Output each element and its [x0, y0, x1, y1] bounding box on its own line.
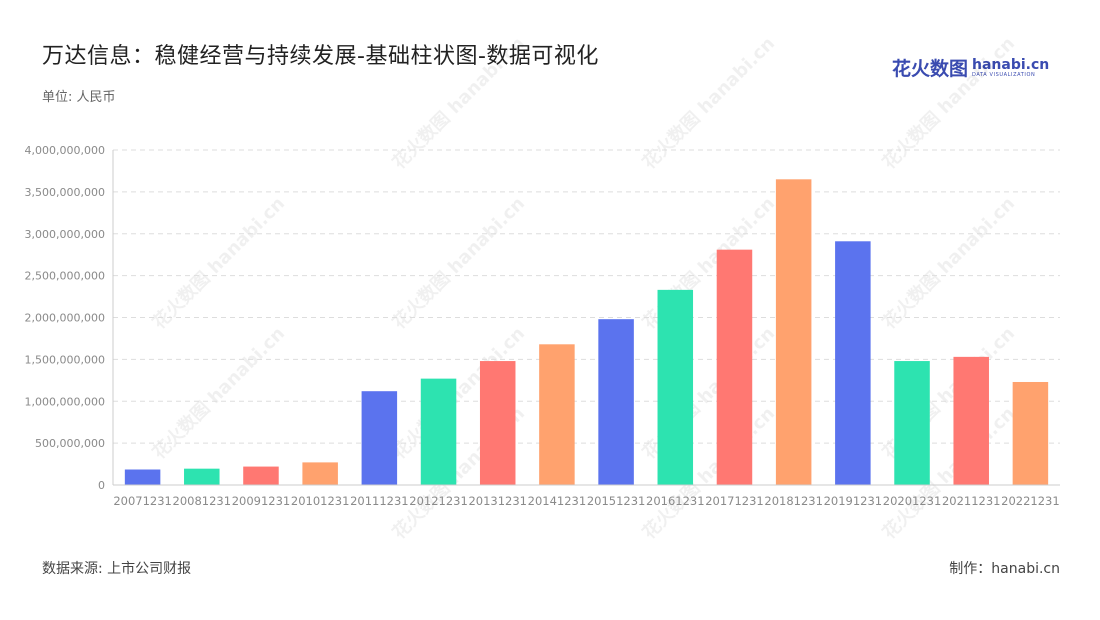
- watermark-text: 花火数图 hanabi.cn: [388, 192, 529, 333]
- unit-label: 单位: 人民币: [42, 90, 116, 105]
- brand-tagline: DATA VISUALIZATION: [972, 72, 1036, 78]
- x-tick-label: 20211231: [942, 494, 1001, 508]
- brand-logo: 花火数图 hanabi.cn DATA VISUALIZATION: [892, 58, 1049, 79]
- y-tick-label: 3,500,000,000: [25, 186, 105, 199]
- watermark-text: 花火数图 hanabi.cn: [148, 322, 289, 463]
- x-tick-label: 20151231: [587, 494, 646, 508]
- y-tick-label: 0: [98, 479, 105, 492]
- bar-20071231[interactable]: [124, 469, 161, 485]
- chart-maker: 制作：hanabi.cn: [949, 561, 1060, 577]
- bar-20181231[interactable]: [775, 179, 812, 485]
- y-tick-label: 1,000,000,000: [25, 395, 105, 408]
- bar-20171231[interactable]: [716, 249, 753, 485]
- bar-20191231[interactable]: [835, 241, 871, 485]
- watermark-text: 花火数图 hanabi.cn: [878, 192, 1019, 333]
- bar-20111231[interactable]: [361, 391, 398, 485]
- watermark-text: 花火数图 hanabi.cn: [388, 32, 529, 173]
- y-tick-label: 3,000,000,000: [25, 228, 105, 241]
- x-tick-label: 20221231: [1001, 494, 1060, 508]
- watermark-text: 花火数图 hanabi.cn: [148, 192, 289, 333]
- y-axis: 0 500,000,000 1,000,000,000 1,500,000,000 2,…: [25, 144, 114, 492]
- x-tick-label: 20121231: [409, 494, 468, 508]
- y-tick-label: 2,000,000,000: [25, 312, 105, 325]
- y-tick-label: 500,000,000: [35, 437, 105, 450]
- bar-20091231[interactable]: [243, 466, 279, 485]
- x-tick-label: 20081231: [173, 494, 232, 508]
- x-axis: 20071231 20081231 20091231 20101231 20111231…: [113, 484, 1060, 508]
- watermark-text: 花火数图 hanabi.cn: [638, 32, 779, 173]
- x-tick-label: 20091231: [232, 494, 291, 508]
- bar-20201231[interactable]: [894, 361, 930, 485]
- brand-domain: hanabi.cn: [972, 57, 1050, 73]
- x-tick-label: 20131231: [468, 494, 527, 508]
- x-tick-label: 20201231: [883, 494, 942, 508]
- x-tick-label: 20071231: [113, 494, 172, 508]
- bar-20151231[interactable]: [598, 319, 634, 485]
- watermark-text: 花火数图 hanabi.cn: [878, 32, 1019, 173]
- x-tick-label: 20191231: [824, 494, 883, 508]
- y-tick-label: 4,000,000,000: [25, 144, 105, 157]
- brand-logo-en: hanabi.cn DATA VISUALIZATION: [972, 58, 1049, 79]
- bar-series: [124, 179, 1049, 485]
- grid-lines: [113, 149, 1060, 444]
- bar-20081231[interactable]: [184, 468, 220, 485]
- bar-20141231[interactable]: [539, 344, 575, 485]
- x-tick-label: 20101231: [291, 494, 350, 508]
- x-tick-label: 20171231: [705, 494, 764, 508]
- x-tick-label: 20181231: [764, 494, 823, 508]
- x-tick-label: 20141231: [528, 494, 587, 508]
- bar-20211231[interactable]: [953, 356, 989, 485]
- bar-20131231[interactable]: [479, 361, 516, 485]
- x-tick-label: 20111231: [350, 494, 409, 508]
- bar-20101231[interactable]: [302, 462, 338, 485]
- data-source: 数据来源: 上市公司财报: [42, 561, 192, 577]
- chart-title: 万达信息：稳健经营与持续发展-基础柱状图-数据可视化: [42, 44, 599, 69]
- x-tick-label: 20161231: [646, 494, 705, 508]
- bar-20121231[interactable]: [420, 378, 457, 485]
- bar-20221231[interactable]: [1012, 381, 1049, 485]
- y-tick-label: 1,500,000,000: [25, 353, 105, 366]
- bar-20161231[interactable]: [657, 289, 694, 485]
- y-tick-label: 2,500,000,000: [25, 270, 105, 283]
- brand-logo-cn: 花火数图: [892, 58, 969, 80]
